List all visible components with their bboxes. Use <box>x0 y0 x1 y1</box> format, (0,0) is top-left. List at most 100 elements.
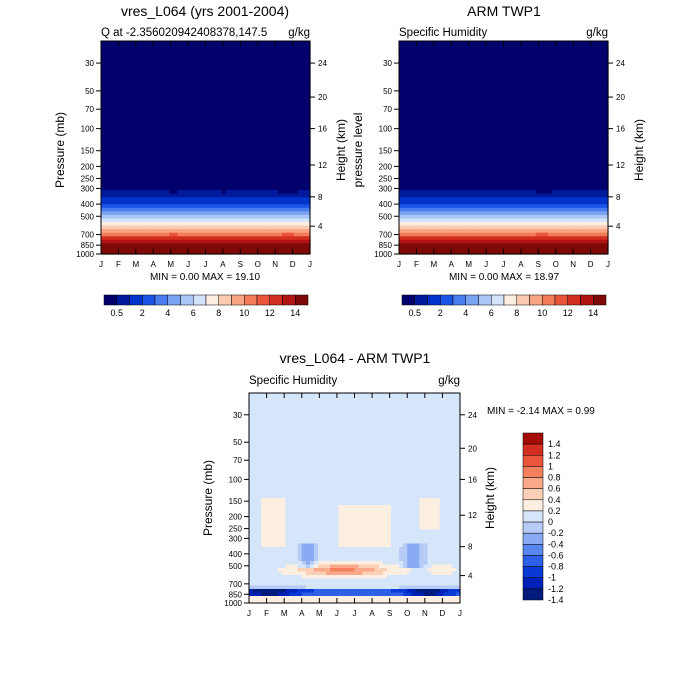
heatmap-cell <box>125 172 130 177</box>
heatmap-cell <box>571 122 577 127</box>
heatmap-cell <box>217 161 223 166</box>
heatmap-cell <box>277 151 283 156</box>
heatmap-cell <box>519 158 525 163</box>
heatmap-cell <box>249 126 255 131</box>
heatmap-cell <box>185 55 191 60</box>
heatmap-cell <box>519 129 525 134</box>
heatmap-cell <box>237 62 243 67</box>
heatmap-cell <box>245 232 251 237</box>
heatmap-cell <box>507 94 513 99</box>
heatmap-cell <box>233 204 239 209</box>
heatmap-cell <box>233 69 239 74</box>
heatmap-cell <box>177 147 182 152</box>
heatmap-cell <box>257 143 263 149</box>
heatmap-cell <box>105 246 110 252</box>
heatmap-cell <box>595 140 601 145</box>
heatmap-cell <box>555 69 561 74</box>
heatmap-cell <box>209 207 215 212</box>
heatmap-cell <box>153 72 158 78</box>
heatmap-cell <box>447 143 452 149</box>
heatmap-cell <box>173 151 178 156</box>
heatmap-cell <box>205 83 211 88</box>
heatmap-cell <box>475 58 480 63</box>
heatmap-cell <box>117 186 122 191</box>
heatmap-cell <box>527 80 533 85</box>
heatmap-cell <box>213 197 219 202</box>
heatmap-cell <box>543 41 549 46</box>
heatmap-cell <box>539 51 545 56</box>
heatmap-cell <box>455 133 460 138</box>
heatmap-cell <box>237 229 243 234</box>
heatmap-cell <box>229 97 235 102</box>
heatmap-cell <box>491 76 497 81</box>
heatmap-cell <box>277 229 283 234</box>
heatmap-cell <box>507 147 513 152</box>
heatmap-cell <box>411 147 416 152</box>
heatmap-cell <box>237 179 243 184</box>
heatmap-cell <box>177 44 182 49</box>
heatmap-cell <box>563 48 569 53</box>
heatmap-cell <box>519 147 525 152</box>
heatmap-cell <box>257 76 263 81</box>
heatmap-cell <box>153 222 158 227</box>
heatmap-cell <box>225 243 231 248</box>
heatmap-cell <box>471 143 476 149</box>
heatmap-cell <box>463 136 468 141</box>
heatmap-cell <box>277 186 283 191</box>
heatmap-cell <box>117 183 122 188</box>
heatmap-cell <box>133 222 138 227</box>
heatmap-cell <box>399 90 404 95</box>
heatmap-cell <box>551 112 557 117</box>
heatmap-cell <box>105 136 110 141</box>
heatmap-cell <box>507 151 513 156</box>
heatmap-cell <box>467 87 472 92</box>
heatmap-cell <box>281 58 287 63</box>
heatmap-cell <box>257 65 263 70</box>
heatmap-cell <box>237 200 243 205</box>
heatmap-cell <box>193 65 199 70</box>
heatmap-cell <box>451 122 456 127</box>
heatmap-cell <box>225 204 231 209</box>
heatmap-cell <box>603 44 609 49</box>
heatmap-cell <box>285 211 291 216</box>
heatmap-cell <box>305 154 311 159</box>
heatmap-cell <box>487 58 493 63</box>
heatmap-cell <box>141 90 146 95</box>
heatmap-cell <box>117 193 122 198</box>
heatmap-cell <box>141 83 146 88</box>
heatmap-cell <box>189 133 195 138</box>
heatmap-cell <box>467 143 472 149</box>
heatmap-cell <box>451 62 456 67</box>
heatmap-cell <box>233 186 239 191</box>
heatmap-cell <box>467 94 472 99</box>
heatmap-cell <box>419 154 424 159</box>
heatmap-cell <box>209 76 215 81</box>
colorbar-label: 2 <box>140 308 145 318</box>
heatmap-cell <box>507 136 513 141</box>
heatmap-cell <box>277 69 283 74</box>
heatmap-cell <box>117 104 122 110</box>
heatmap-cell <box>157 44 162 49</box>
heatmap-cell <box>249 65 255 70</box>
heatmap-cell <box>479 104 484 110</box>
heatmap-cell <box>555 104 561 110</box>
heatmap-cell <box>293 65 299 70</box>
heatmap-cell <box>245 133 251 138</box>
heatmap-cell <box>281 204 287 209</box>
heatmap-cell <box>603 136 609 141</box>
heatmap-cell <box>249 168 255 173</box>
heatmap-cell <box>305 225 311 230</box>
heatmap-cell <box>289 243 295 248</box>
heatmap-cell <box>403 133 408 138</box>
heatmap-cell <box>129 101 134 106</box>
heatmap-cell <box>105 243 110 248</box>
heatmap-cell <box>201 168 207 173</box>
heatmap-cell <box>157 72 162 78</box>
heatmap-cell <box>137 76 142 81</box>
heatmap-cell <box>253 200 259 205</box>
heatmap-cell <box>217 243 223 248</box>
heatmap-cell <box>503 41 509 46</box>
heatmap-cell <box>491 55 497 60</box>
heatmap-cell <box>241 69 247 74</box>
heatmap-cell <box>217 72 223 78</box>
